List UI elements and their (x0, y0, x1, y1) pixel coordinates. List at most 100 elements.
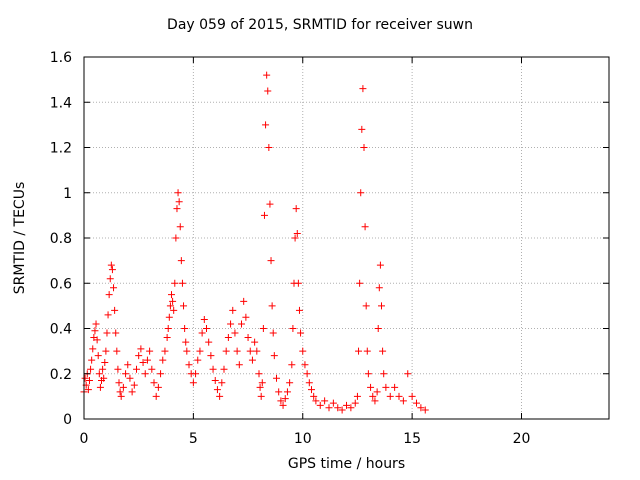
data-point (229, 306, 237, 314)
data-point (152, 392, 160, 400)
data-point (270, 352, 278, 360)
data-point (185, 361, 193, 369)
data-point (310, 392, 318, 400)
data-point (312, 397, 320, 405)
data-point (299, 347, 307, 355)
data-point (84, 386, 92, 394)
data-point (235, 361, 243, 369)
data-point (262, 121, 270, 129)
data-point (264, 87, 272, 95)
x-tick-label: 15 (403, 431, 421, 447)
data-point (96, 383, 104, 391)
data-point (265, 144, 273, 151)
data-point (292, 205, 300, 213)
data-point (376, 261, 384, 269)
data-point (375, 284, 383, 292)
x-tick-label: 0 (80, 431, 89, 447)
data-point (178, 279, 186, 287)
data-point (119, 383, 127, 391)
data-point (92, 320, 100, 328)
data-point (216, 392, 224, 400)
data-point (275, 388, 283, 396)
y-tick-label: 0 (63, 412, 72, 428)
data-point (343, 401, 350, 409)
data-point (240, 297, 248, 305)
data-point (146, 347, 154, 355)
data-point (303, 370, 311, 378)
data-point (268, 302, 276, 310)
data-point (260, 211, 268, 219)
data-point (288, 361, 296, 369)
data-point (267, 257, 275, 265)
y-tick-label: 1.6 (50, 50, 72, 66)
data-point (408, 392, 416, 400)
data-point (112, 329, 120, 337)
data-point (297, 329, 305, 337)
data-point (182, 338, 190, 346)
data-point (379, 347, 387, 355)
data-point (256, 383, 264, 391)
data-point (137, 345, 145, 353)
data-point (169, 297, 177, 305)
data-point (386, 392, 394, 400)
data-point (126, 374, 134, 382)
data-point (165, 313, 173, 321)
data-point (154, 383, 162, 391)
data-point (124, 361, 132, 369)
data-point (380, 370, 388, 378)
data-point (91, 327, 99, 335)
data-point (122, 370, 130, 378)
data-point (227, 320, 235, 328)
data-point (174, 189, 182, 197)
data-point (100, 374, 108, 382)
data-point (211, 377, 219, 385)
data-point (133, 365, 140, 373)
data-point (378, 302, 385, 310)
data-point (192, 370, 200, 378)
data-point (361, 223, 369, 231)
data-point (294, 279, 302, 287)
data-point (244, 334, 252, 342)
data-point (362, 302, 370, 310)
data-point (99, 365, 107, 373)
data-point (301, 361, 309, 369)
data-point (150, 379, 158, 387)
data-point (220, 365, 228, 373)
data-point (279, 401, 287, 409)
data-point (253, 347, 261, 355)
data-point (175, 198, 183, 206)
data-point (148, 365, 156, 373)
data-point (316, 401, 324, 409)
data-point (93, 336, 101, 344)
data-point (213, 386, 221, 394)
data-point (308, 386, 315, 394)
data-point (351, 399, 359, 407)
y-tick-label: 1.2 (50, 141, 72, 157)
data-point (180, 302, 188, 310)
data-point (139, 358, 147, 366)
data-point (164, 325, 172, 332)
data-point (170, 306, 178, 314)
x-tick-label: 5 (189, 431, 198, 447)
data-point (87, 365, 95, 373)
y-tick-label: 0.4 (50, 322, 72, 338)
data-point (255, 370, 263, 378)
y-tick-label: 0.6 (50, 276, 72, 292)
y-tick-label: 0.2 (50, 367, 72, 383)
data-point (269, 329, 277, 337)
data-point (88, 356, 96, 364)
data-point (355, 347, 363, 355)
data-point (108, 266, 116, 274)
data-point (105, 291, 113, 299)
data-point (353, 392, 361, 400)
data-point (104, 311, 112, 319)
data-point (257, 392, 265, 400)
data-point (395, 392, 403, 400)
x-tick-label: 20 (513, 431, 531, 447)
data-point (116, 388, 124, 396)
data-point (113, 347, 121, 355)
data-point (222, 347, 230, 355)
data-point (141, 370, 149, 378)
data-point (166, 302, 174, 310)
